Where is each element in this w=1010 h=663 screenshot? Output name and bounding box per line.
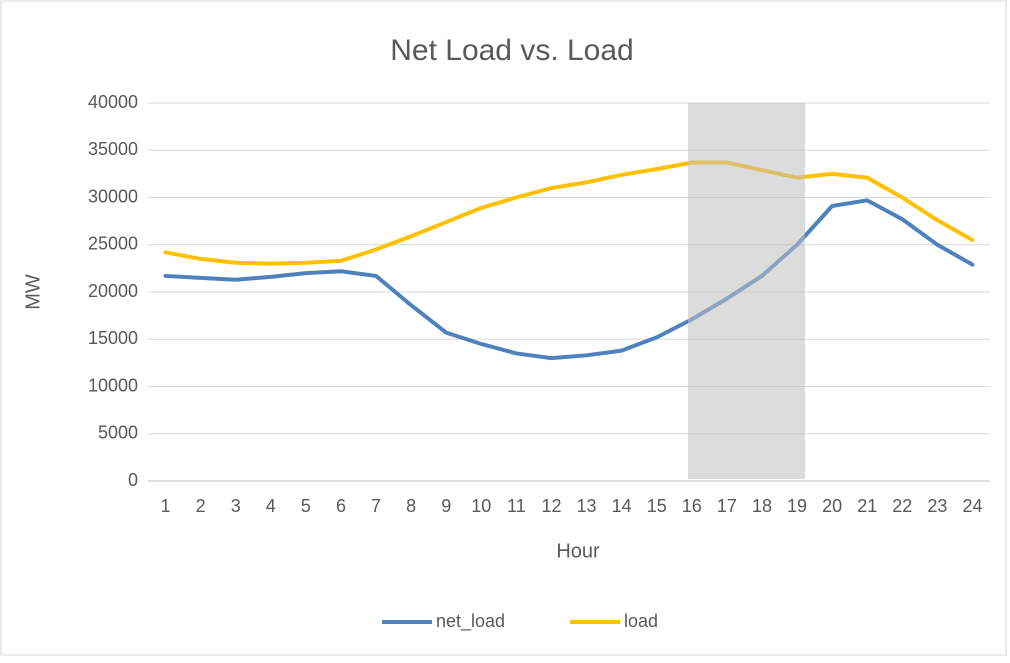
- x-tick-label: 17: [717, 496, 737, 516]
- x-tick-label: 8: [406, 496, 416, 516]
- highlight-band: [688, 103, 805, 479]
- y-tick-label: 20000: [88, 281, 138, 301]
- y-tick-label: 35000: [88, 139, 138, 159]
- y-tick-label: 5000: [98, 423, 138, 443]
- x-tick-label: 13: [577, 496, 597, 516]
- x-tick-label: 11: [507, 496, 526, 516]
- series-line: [163, 198, 975, 361]
- legend-label: net_load: [436, 611, 505, 632]
- y-tick-label: 40000: [88, 92, 138, 112]
- y-tick-label: 25000: [88, 234, 138, 254]
- x-tick-label: 7: [371, 496, 381, 516]
- x-tick-label: 1: [161, 496, 171, 516]
- y-tick-label: 15000: [88, 328, 138, 348]
- x-tick-label: 10: [471, 496, 491, 516]
- x-tick-label: 15: [647, 496, 667, 516]
- x-tick-label: 6: [336, 496, 346, 516]
- x-tick-label: 18: [752, 496, 772, 516]
- x-tick-label: 14: [612, 496, 632, 516]
- legend-label: load: [624, 611, 658, 631]
- x-tick-label: 12: [541, 496, 561, 516]
- x-tick-label: 20: [822, 496, 842, 516]
- x-tick-label: 9: [441, 496, 451, 516]
- y-tick-label: 30000: [88, 186, 138, 206]
- x-tick-label: 21: [857, 496, 877, 516]
- x-tick-label: 5: [301, 496, 311, 516]
- grid: 0 5000 10000 15000 20000 25000 30000 35000 40000…: [88, 92, 990, 516]
- x-tick-label: 19: [787, 496, 807, 516]
- legend: net_load load: [382, 611, 658, 632]
- y-tick-label: 10000: [88, 375, 138, 395]
- x-tick-label: 16: [682, 496, 702, 516]
- x-tick-label: 23: [927, 496, 947, 516]
- y-axis-label: MW: [22, 274, 44, 310]
- x-tick-label: 4: [266, 496, 276, 516]
- series-line: [163, 160, 975, 266]
- y-tick-label: 0: [128, 470, 138, 490]
- x-axis-label: Hour: [556, 540, 600, 562]
- x-tick-label: 3: [231, 496, 241, 516]
- plot: [163, 160, 975, 361]
- x-tick-label: 24: [962, 496, 982, 516]
- x-tick-label: 2: [196, 496, 206, 516]
- x-tick-label: 22: [892, 496, 912, 516]
- chart-title: Net Load vs. Load: [390, 34, 634, 67]
